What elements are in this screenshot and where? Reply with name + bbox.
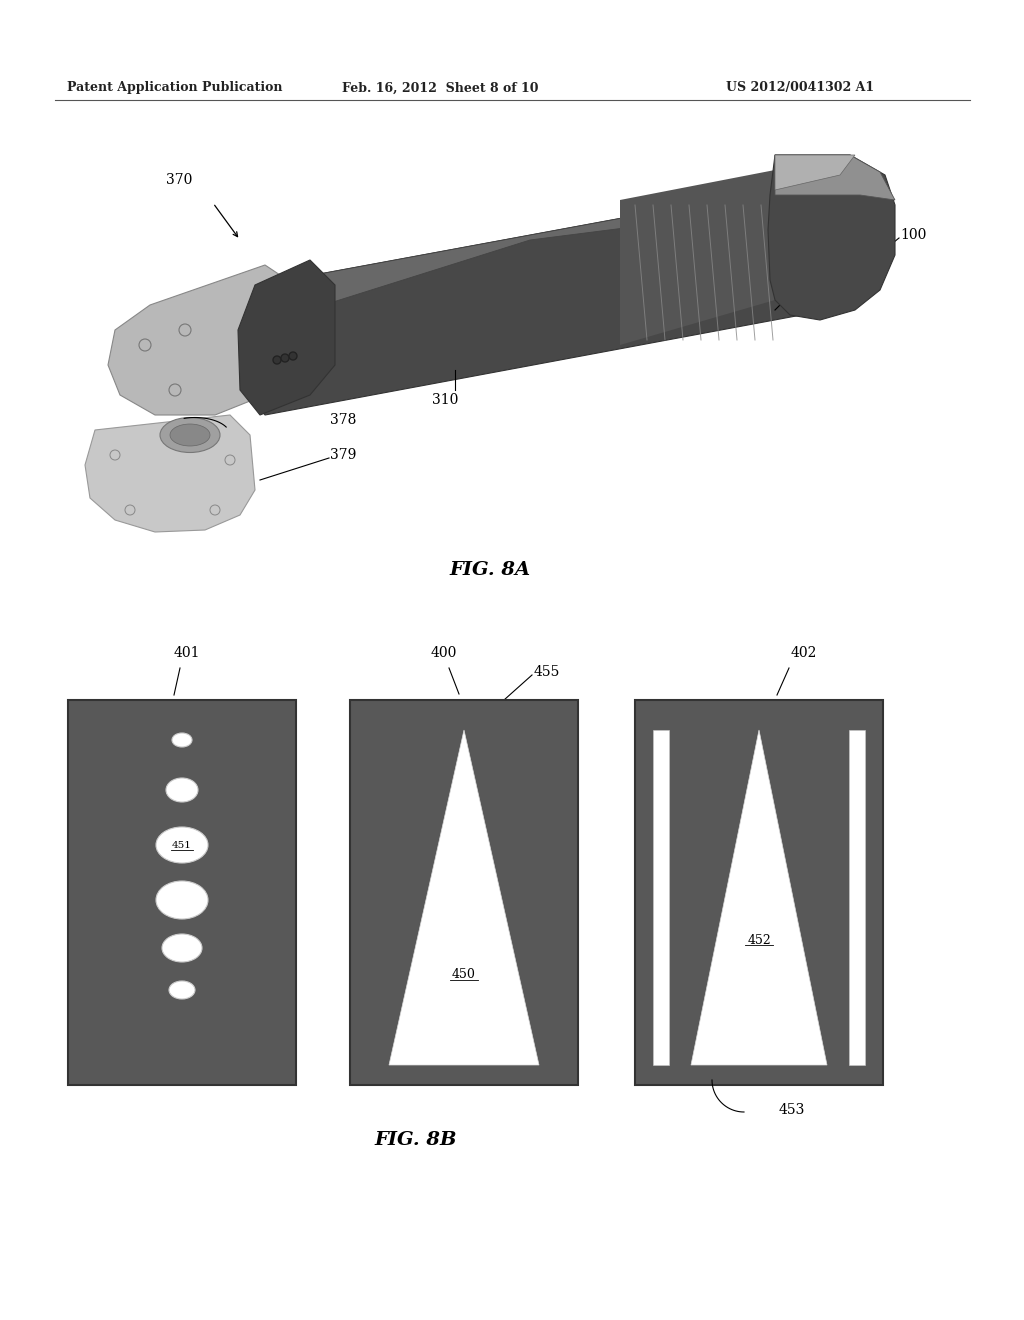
- Ellipse shape: [160, 417, 220, 453]
- Text: 401: 401: [174, 645, 201, 660]
- Text: 455: 455: [534, 665, 560, 678]
- Polygon shape: [775, 154, 855, 190]
- Polygon shape: [775, 154, 895, 201]
- Ellipse shape: [156, 880, 208, 919]
- Ellipse shape: [166, 777, 198, 803]
- Text: 400: 400: [431, 645, 457, 660]
- Bar: [635, 700, 883, 1085]
- Bar: [653, 730, 669, 1065]
- Polygon shape: [260, 176, 855, 325]
- Bar: [68, 700, 296, 1085]
- Polygon shape: [238, 260, 335, 414]
- Text: 61: 61: [795, 279, 813, 292]
- Polygon shape: [245, 176, 874, 414]
- Text: 100: 100: [900, 228, 927, 242]
- Bar: [350, 700, 578, 1085]
- Circle shape: [273, 356, 281, 364]
- Text: 450: 450: [452, 969, 476, 982]
- Text: FIG. 8B: FIG. 8B: [374, 1131, 457, 1148]
- Polygon shape: [620, 170, 775, 345]
- Text: 452: 452: [748, 933, 771, 946]
- Polygon shape: [691, 730, 827, 1065]
- Ellipse shape: [162, 935, 202, 962]
- Text: 379: 379: [330, 447, 356, 462]
- Ellipse shape: [169, 981, 195, 999]
- Text: 453: 453: [779, 1104, 805, 1117]
- Circle shape: [289, 352, 297, 360]
- Polygon shape: [768, 154, 895, 319]
- Polygon shape: [389, 730, 539, 1065]
- Text: 310: 310: [432, 393, 458, 407]
- Polygon shape: [85, 414, 255, 532]
- Text: Feb. 16, 2012  Sheet 8 of 10: Feb. 16, 2012 Sheet 8 of 10: [342, 82, 539, 95]
- Ellipse shape: [172, 733, 193, 747]
- Text: 402: 402: [791, 645, 817, 660]
- Text: US 2012/0041302 A1: US 2012/0041302 A1: [726, 82, 874, 95]
- Text: 378: 378: [330, 413, 356, 426]
- Ellipse shape: [156, 828, 208, 863]
- Bar: [849, 730, 865, 1065]
- Text: Patent Application Publication: Patent Application Publication: [68, 82, 283, 95]
- Text: FIG. 8A: FIG. 8A: [450, 561, 530, 579]
- Polygon shape: [108, 265, 310, 414]
- Ellipse shape: [170, 424, 210, 446]
- Circle shape: [281, 354, 289, 362]
- Text: 451: 451: [172, 841, 191, 850]
- Text: 370: 370: [166, 173, 193, 187]
